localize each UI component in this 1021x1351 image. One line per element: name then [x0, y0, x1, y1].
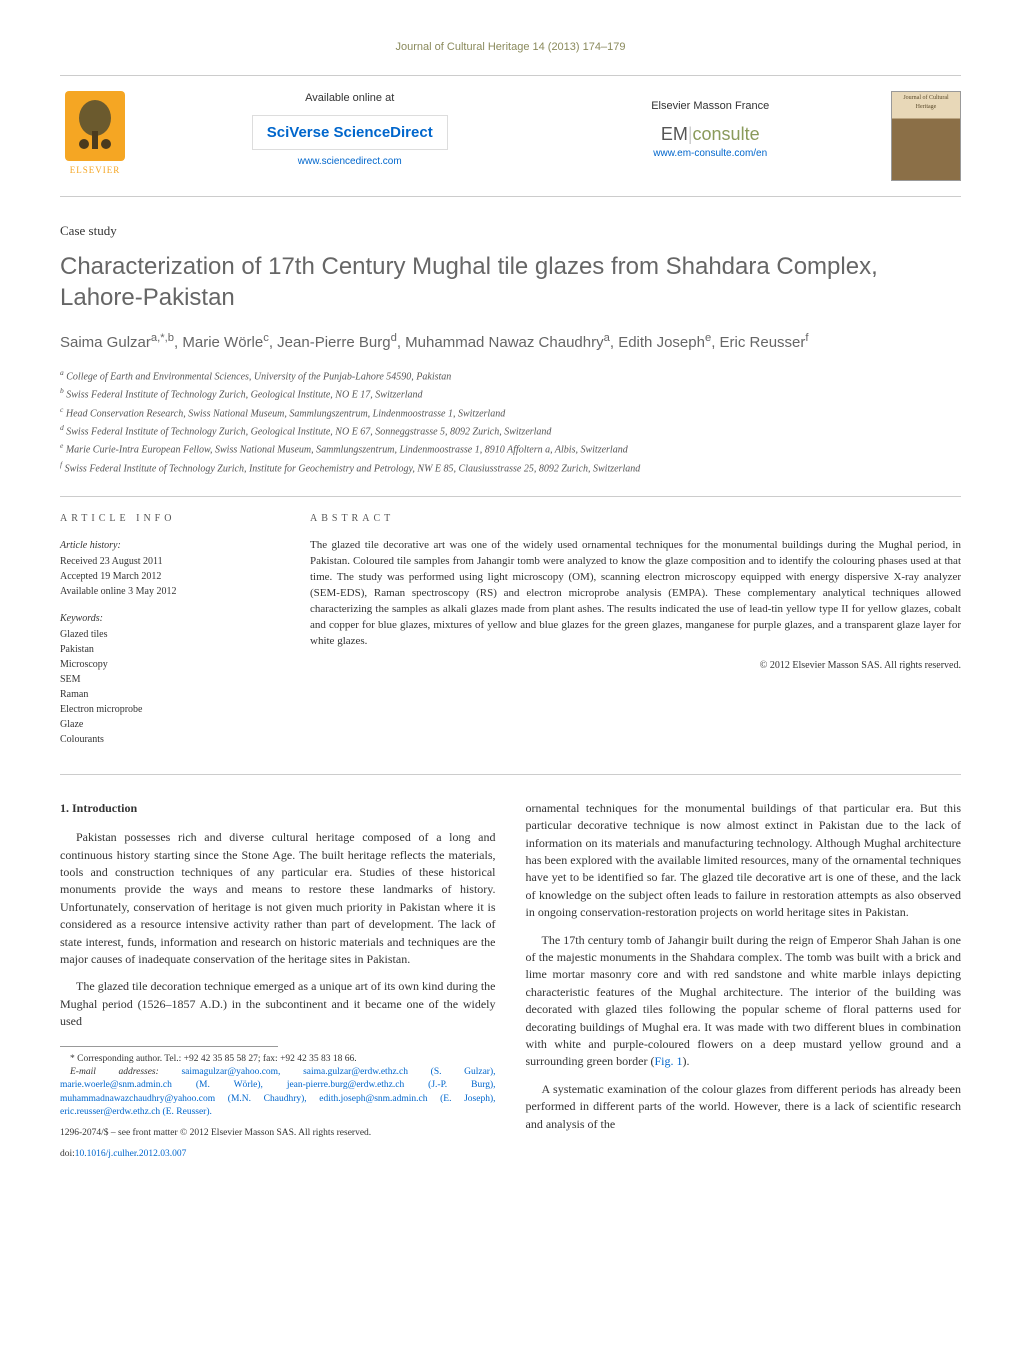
elsevier-wordmark: ELSEVIER — [70, 164, 121, 177]
affiliation-line: b Swiss Federal Institute of Technology … — [60, 385, 961, 402]
info-abstract-row: ARTICLE INFO Article history: Received 2… — [60, 496, 961, 775]
affiliation-line: f Swiss Federal Institute of Technology … — [60, 459, 961, 476]
body-text-fragment: The 17th century tomb of Jahangir built … — [526, 933, 962, 1069]
elsevier-logo: ELSEVIER — [60, 91, 130, 177]
keyword-line: Microscopy — [60, 657, 280, 672]
sciverse-logo-box: SciVerse ScienceDirect — [252, 115, 448, 150]
sciencedirect-block: Available online at SciVerse ScienceDire… — [252, 91, 448, 168]
section-number: 1. — [60, 801, 69, 815]
elsevier-tree-icon — [65, 91, 125, 161]
history-line: Accepted 19 March 2012 — [60, 569, 280, 584]
journal-citation: Journal of Cultural Heritage 14 (2013) 1… — [60, 40, 961, 55]
body-column-left: 1. Introduction Pakistan possesses rich … — [60, 800, 496, 1162]
doi-label: doi: — [60, 1149, 75, 1159]
doi-link[interactable]: 10.1016/j.culher.2012.03.007 — [75, 1149, 187, 1159]
affiliations-list: a College of Earth and Environmental Sci… — [60, 367, 961, 476]
em-prefix: EM — [661, 124, 688, 144]
article-info-heading: ARTICLE INFO — [60, 512, 280, 526]
affiliation-line: e Marie Curie-Intra European Fellow, Swi… — [60, 440, 961, 457]
footnote-separator — [60, 1046, 278, 1047]
affiliation-line: c Head Conservation Research, Swiss Nati… — [60, 404, 961, 421]
body-paragraph: The 17th century tomb of Jahangir built … — [526, 932, 962, 1071]
cover-title-text: Journal of Cultural Heritage — [894, 94, 958, 111]
available-online-label: Available online at — [252, 91, 448, 106]
keyword-line: Colourants — [60, 732, 280, 747]
history-line: Received 23 August 2011 — [60, 554, 280, 569]
body-paragraph: The glazed tile decoration technique eme… — [60, 978, 496, 1030]
em-consulte-logo: EM|consulte — [651, 122, 769, 147]
history-subhead: Article history: — [60, 538, 280, 553]
issn-line: 1296-2074/$ – see front matter © 2012 El… — [60, 1127, 496, 1140]
body-paragraph: A systematic examination of the colour g… — [526, 1081, 962, 1133]
em-consulte-link[interactable]: www.em-consulte.com/en — [651, 147, 769, 161]
affiliation-line: a College of Earth and Environmental Sci… — [60, 367, 961, 384]
keywords-block: Keywords: Glazed tilesPakistanMicroscopy… — [60, 611, 280, 747]
corresponding-author-note: * Corresponding author. Tel.: +92 42 35 … — [60, 1053, 496, 1066]
email-addresses-note: E-mail addresses: saimagulzar@yahoo.com,… — [60, 1066, 496, 1119]
em-suffix: consulte — [693, 124, 760, 144]
header-center: Available online at SciVerse ScienceDire… — [130, 91, 891, 168]
keyword-line: SEM — [60, 672, 280, 687]
body-text-fragment: ). — [682, 1054, 689, 1068]
article-info-column: ARTICLE INFO Article history: Received 2… — [60, 512, 280, 759]
affiliation-line: d Swiss Federal Institute of Technology … — [60, 422, 961, 439]
publisher-header: ELSEVIER Available online at SciVerse Sc… — [60, 75, 961, 197]
keyword-line: Glazed tiles — [60, 627, 280, 642]
keyword-line: Raman — [60, 687, 280, 702]
keyword-line: Glaze — [60, 717, 280, 732]
section-1-heading: 1. Introduction — [60, 800, 496, 817]
em-consulte-block: Elsevier Masson France EM|consulte www.e… — [651, 99, 769, 162]
abstract-copyright: © 2012 Elsevier Masson SAS. All rights r… — [310, 659, 961, 673]
keywords-subhead: Keywords: — [60, 611, 280, 626]
sciverse-wordmark: SciVerse ScienceDirect — [267, 124, 433, 141]
article-title: Characterization of 17th Century Mughal … — [60, 251, 961, 313]
abstract-heading: ABSTRACT — [310, 512, 961, 526]
journal-cover-thumbnail: Journal of Cultural Heritage — [891, 91, 961, 181]
history-line: Available online 3 May 2012 — [60, 584, 280, 599]
sciencedirect-link[interactable]: www.sciencedirect.com — [252, 155, 448, 169]
body-column-right: ornamental techniques for the monumental… — [526, 800, 962, 1162]
article-history-block: Article history: Received 23 August 2011… — [60, 538, 280, 599]
keyword-line: Electron microprobe — [60, 702, 280, 717]
doi-line: doi:10.1016/j.culher.2012.03.007 — [60, 1148, 496, 1161]
body-paragraph: ornamental techniques for the monumental… — [526, 800, 962, 922]
emails-label: E-mail addresses: — [70, 1067, 159, 1077]
body-two-column: 1. Introduction Pakistan possesses rich … — [60, 800, 961, 1162]
keyword-line: Pakistan — [60, 642, 280, 657]
author-list: Saima Gulzara,*,b, Marie Wörlec, Jean-Pi… — [60, 331, 961, 353]
body-paragraph: Pakistan possesses rich and diverse cult… — [60, 829, 496, 968]
article-type: Case study — [60, 222, 961, 240]
figure-1-ref[interactable]: Fig. 1 — [654, 1054, 682, 1068]
masson-label: Elsevier Masson France — [651, 99, 769, 114]
abstract-column: ABSTRACT The glazed tile decorative art … — [310, 512, 961, 759]
abstract-text: The glazed tile decorative art was one o… — [310, 538, 961, 650]
section-title: Introduction — [72, 801, 137, 815]
